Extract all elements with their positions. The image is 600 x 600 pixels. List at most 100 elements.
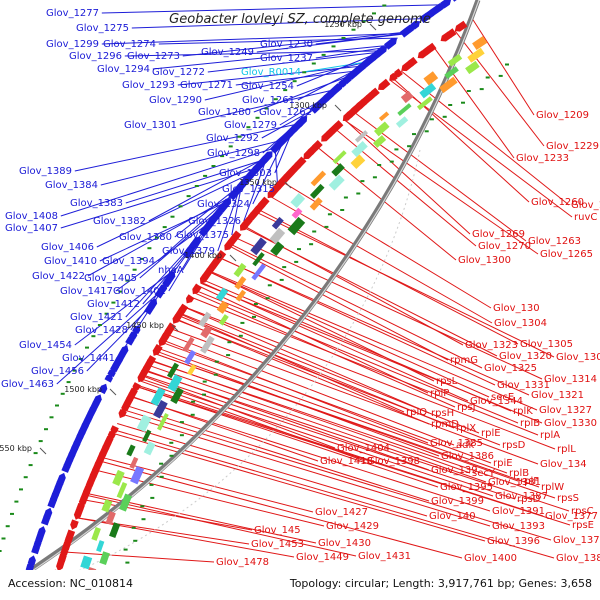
right-gene-label: secY [472, 468, 496, 479]
right-label-connector [432, 46, 515, 159]
right-gene-label: rplE [481, 428, 501, 439]
left-gene-label: Glov_1428 [75, 325, 128, 336]
left-gene-label: Glov_R0014 [241, 67, 301, 78]
right-label-connector [179, 313, 405, 413]
feature-block [419, 82, 437, 99]
right-gene-label: Glov_1229 [546, 141, 599, 152]
left-label-connector [117, 284, 166, 359]
gc-marker [131, 526, 136, 529]
gc-marker [351, 28, 356, 31]
left-gene-label: Glov_1315 [222, 184, 275, 195]
feature-block [252, 252, 265, 267]
left-label-connector [60, 147, 277, 217]
feature-block [251, 263, 266, 281]
gc-marker [412, 133, 416, 136]
feature-block [287, 216, 306, 236]
gc-marker [149, 483, 154, 486]
feature-block [157, 412, 169, 431]
left-label-connector [168, 226, 209, 292]
left-gene-label: Glov_1389 [19, 166, 72, 177]
left-label-connector [243, 156, 268, 222]
feature-block [310, 170, 327, 187]
right-label-connectors [64, 18, 573, 563]
feature-color-track [71, 35, 488, 598]
feature-block [271, 216, 284, 230]
right-label-connector [136, 385, 439, 488]
right-gene-label: Glov_1300 [458, 255, 511, 266]
gc-marker [38, 440, 43, 443]
reverse-gene-arrow [104, 373, 113, 383]
left-gene-label: Glov_1380 [119, 232, 172, 243]
right-gene-label: Glov_140 [429, 511, 476, 522]
right-gene-label: Glov_1399 [431, 496, 484, 507]
inner-guide-arc [29, 149, 421, 591]
map-title: Geobacter lovleyi SZ, complete genome [169, 12, 431, 27]
right-label-connector [184, 306, 430, 414]
left-label-connector [177, 65, 364, 86]
feature-block [99, 551, 110, 566]
right-label-connector [200, 281, 469, 402]
footer-background [0, 570, 600, 600]
right-gene-label: Glov_139 [431, 465, 478, 476]
reverse-gene-arrow [128, 330, 138, 340]
forward-gene-arrow [321, 132, 331, 142]
gc-marker [186, 195, 191, 198]
left-gene-label: Glov_1379 [162, 246, 215, 257]
reverse-gene-arrow [310, 103, 321, 114]
tick-mark [109, 388, 117, 396]
tick-label: 1300 kbp [289, 101, 327, 110]
gc-marker [97, 324, 102, 326]
right-label-connector [123, 409, 552, 541]
left-label-connector [296, 51, 381, 87]
gc-marker [442, 115, 447, 118]
reverse-gene-arrow [410, 20, 421, 30]
gc-marker [424, 130, 429, 133]
tick-mark [369, 23, 377, 31]
right-gene-label: Glov_1431 [358, 551, 411, 562]
right-gene-label: rplP [430, 388, 449, 399]
right-gene-labels: Glov_1209Glov_1229Glov_1233Glov_1246Glov… [216, 110, 600, 568]
feature-block [233, 262, 247, 278]
right-label-connector [158, 347, 508, 474]
left-label-connector [253, 74, 353, 113]
feature-block [309, 183, 325, 199]
reverse-gene-arrow [162, 278, 171, 288]
right-gene-label: rplX [456, 423, 476, 434]
right-label-connector [154, 353, 540, 488]
gc-marker [10, 512, 14, 515]
gc-marker [265, 297, 270, 300]
forward-gene-arrow [303, 148, 315, 160]
feature-block [465, 60, 480, 75]
gc-marker [382, 4, 387, 7]
gc-marker [214, 360, 219, 363]
reverse-gene-arrow [132, 325, 141, 335]
feature-block [182, 336, 195, 353]
left-gene-label: Glov_1412 [87, 299, 140, 310]
gc-marker [211, 165, 216, 167]
gc-marker [85, 346, 89, 349]
left-gene-label: Glov_1303 [219, 168, 272, 179]
gc-marker [194, 185, 199, 187]
left-label-connector [148, 156, 268, 222]
gc-marker [505, 63, 509, 66]
left-gene-label: nhaA [158, 265, 184, 276]
tick-mark [171, 324, 179, 332]
left-gene-label: Glov_1261 [242, 95, 295, 106]
accession-text: Accession: NC_010814 [8, 577, 133, 590]
inner-gene-track [46, 20, 468, 600]
feature-block [467, 47, 485, 63]
right-gene-label: Glov_1260 [531, 197, 584, 208]
feature-block [109, 522, 121, 539]
right-label-connector [64, 551, 215, 563]
gc-marker [327, 213, 332, 216]
right-gene-label: Glov_1327 [539, 405, 592, 416]
reverse-gene-arrow [384, 38, 397, 50]
right-label-connector [140, 378, 494, 497]
left-gene-label: Glov_1324 [197, 199, 250, 210]
right-gene-label: Glov_1321 [531, 390, 584, 401]
gc-marker [220, 155, 225, 158]
reverse-gene-arrow [399, 27, 411, 38]
feature-block [270, 241, 285, 257]
right-gene-label: Glov_1387 [495, 491, 548, 502]
